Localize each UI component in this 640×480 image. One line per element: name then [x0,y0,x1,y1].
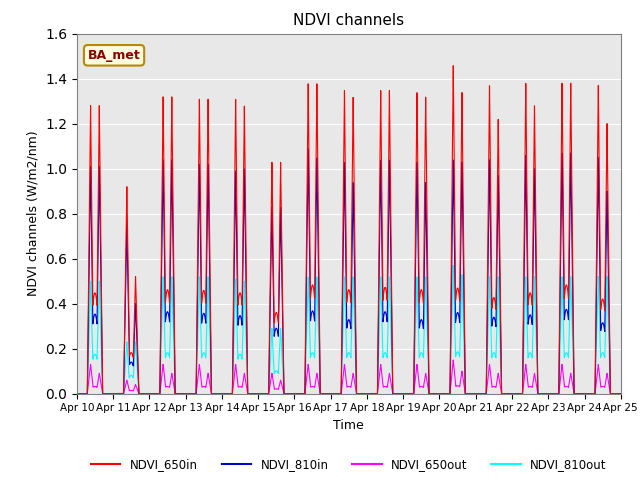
NDVI_650out [192,391,200,396]
NDVI_810in [361,391,369,396]
NDVI_810out [90,352,98,358]
Title: NDVI channels: NDVI channels [293,13,404,28]
NDVI_650out [545,391,552,396]
NDVI_810in [192,390,200,396]
NDVI_650in [361,391,369,396]
NDVI_650out [73,391,81,396]
NDVI_810out [192,391,200,396]
NDVI_810in [545,391,552,396]
NDVI_650in [617,391,625,396]
NDVI_650in [204,158,211,164]
Line: NDVI_650in: NDVI_650in [77,66,621,394]
NDVI_810in [204,209,211,215]
NDVI_810in [90,313,98,319]
Line: NDVI_650out: NDVI_650out [77,360,621,394]
NDVI_810in [132,315,140,321]
NDVI_650out [449,357,457,363]
Line: NDVI_810in: NDVI_810in [77,149,621,394]
X-axis label: Time: Time [333,419,364,432]
NDVI_650in [192,390,200,396]
NDVI_650in [90,292,98,298]
NDVI_650out [204,375,211,381]
NDVI_810in [305,146,312,152]
NDVI_810in [617,391,625,396]
NDVI_650in [73,391,81,396]
NDVI_650in [449,63,457,69]
NDVI_810out [73,391,81,396]
NDVI_650in [132,293,140,299]
NDVI_810out [361,391,369,396]
Text: BA_met: BA_met [88,49,140,62]
NDVI_810out [545,391,552,396]
NDVI_810out [204,298,211,304]
NDVI_810out [617,391,625,396]
NDVI_650out [617,391,625,396]
Line: NDVI_810out: NDVI_810out [77,265,621,394]
Y-axis label: NDVI channels (W/m2/nm): NDVI channels (W/m2/nm) [26,131,40,297]
NDVI_650out [361,391,369,396]
NDVI_650out [90,384,98,390]
NDVI_810out [449,263,457,268]
NDVI_810out [132,348,140,353]
NDVI_650out [132,383,140,389]
Legend: NDVI_650in, NDVI_810in, NDVI_650out, NDVI_810out: NDVI_650in, NDVI_810in, NDVI_650out, NDV… [86,454,611,476]
NDVI_650in [545,391,552,396]
NDVI_810in [73,391,81,396]
